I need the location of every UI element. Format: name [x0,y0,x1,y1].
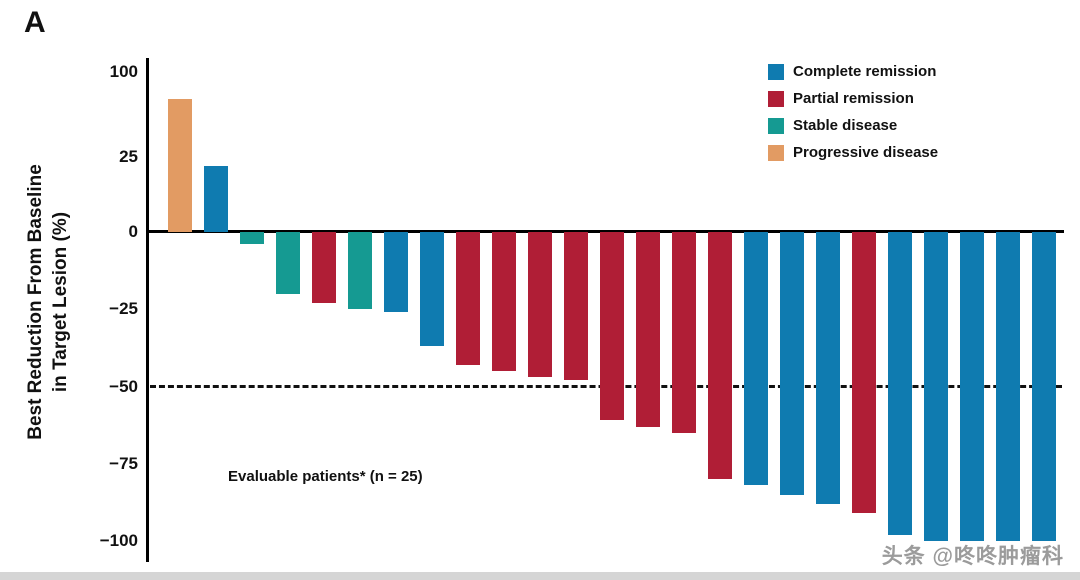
watermark-text: 头条 @咚咚肿瘤科 [881,545,1064,568]
y-tick-label: −50 [109,376,138,396]
evaluable-patients-annotation: Evaluable patients* (n = 25) [228,468,423,485]
waterfall-bar-patient-16 [708,232,732,480]
waterfall-bar-patient-24 [996,232,1020,541]
waterfall-bar-patient-17 [744,232,768,486]
waterfall-bar-patient-9 [456,232,480,365]
y-tick-label: 100 [109,62,138,81]
waterfall-bar-patient-25 [1032,232,1056,541]
waterfall-bar-patient-22 [924,232,948,541]
waterfall-bar-patient-21 [888,232,912,535]
legend-label: Stable disease [793,117,898,134]
y-tick-label: −100 [99,531,138,550]
waterfall-bar-patient-15 [672,232,696,433]
legend-item-pd: Progressive disease [768,143,938,162]
y-axis-line [146,58,149,562]
waterfall-bar-patient-1 [168,99,192,232]
waterfall-bar-patient-7 [384,232,408,313]
y-axis-title: Best Reduction From Baseline in Target L… [24,52,76,552]
legend-swatch-icon [768,117,784,134]
legend-item-pr: Partial remission [768,89,938,108]
legend-swatch-icon [768,90,784,107]
legend-item-sd: Stable disease [768,116,938,135]
waterfall-bar-patient-18 [780,232,804,495]
waterfall-bar-patient-14 [636,232,660,427]
y-axis-title-line2: in Target Lesion (%) [49,211,71,393]
waterfall-bar-patient-4 [276,232,300,294]
panel-label: A [24,6,46,39]
y-tick-label: −75 [109,453,138,473]
y-axis-title-line1: Best Reduction From Baseline [25,164,46,440]
waterfall-bar-patient-10 [492,232,516,372]
waterfall-bar-patient-5 [312,232,336,304]
legend-label: Complete remission [793,63,937,80]
legend-label: Partial remission [793,90,914,107]
waterfall-bar-patient-11 [528,232,552,378]
legend-swatch-icon [768,144,784,161]
y-tick-label: −25 [109,299,138,319]
waterfall-bar-patient-12 [564,232,588,381]
waterfall-bar-patient-8 [420,232,444,347]
waterfall-bar-patient-6 [348,232,372,310]
legend-label: Progressive disease [793,144,939,161]
y-tick-label: 25 [119,147,138,166]
legend: Complete remission Partial remission Stabl… [768,62,938,170]
legend-swatch-icon [768,63,784,80]
waterfall-bar-patient-13 [600,232,624,421]
waterfall-bar-patient-2 [204,166,228,232]
zero-baseline-line [146,230,1064,233]
waterfall-bar-patient-23 [960,232,984,541]
waterfall-bar-patient-20 [852,232,876,514]
waterfall-bar-patient-3 [240,232,264,245]
waterfall-bar-patient-19 [816,232,840,504]
footer-strip [0,572,1080,580]
legend-item-cr: Complete remission [768,62,938,81]
y-tick-label: 0 [128,222,138,241]
